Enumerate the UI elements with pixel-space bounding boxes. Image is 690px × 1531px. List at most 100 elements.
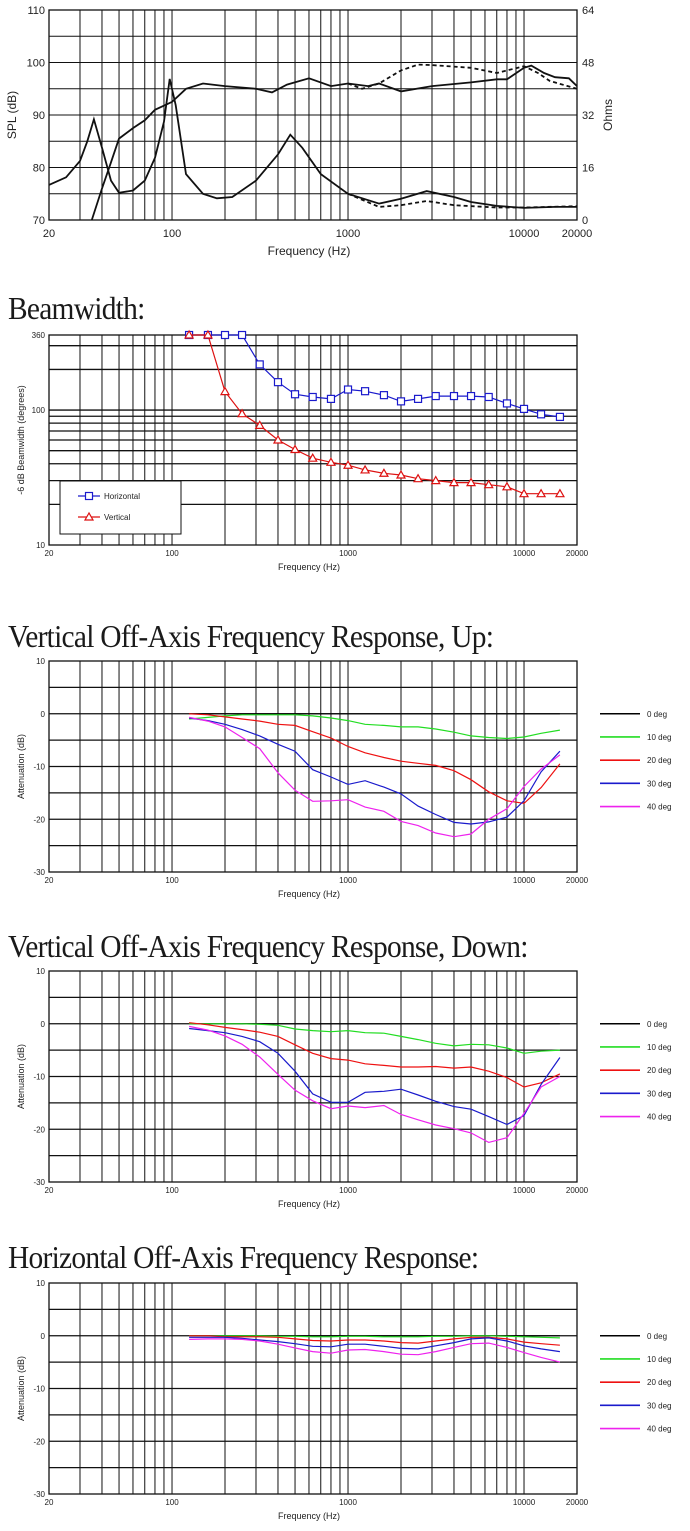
y-tick-label: 90 xyxy=(33,110,45,122)
x-axis-label: Frequency (Hz) xyxy=(278,562,340,572)
y2-tick-label: 0 xyxy=(582,215,588,227)
x-tick-label: 10000 xyxy=(513,1186,536,1195)
series-line-1 xyxy=(189,1023,560,1054)
plot-frame xyxy=(48,9,578,221)
y-tick-label: 100 xyxy=(32,406,46,415)
y-tick-label: -30 xyxy=(33,868,45,877)
marker-triangle xyxy=(554,488,565,498)
marker-square xyxy=(290,390,300,399)
y-tick-label: 0 xyxy=(41,1332,46,1341)
x-tick-label: 100 xyxy=(165,1186,179,1195)
y-tick-label: -10 xyxy=(33,1385,45,1394)
x-tick-label: 1000 xyxy=(339,549,357,558)
x-tick-label: 20000 xyxy=(562,228,593,240)
marker-triangle xyxy=(413,473,424,483)
plot-frame xyxy=(48,334,578,546)
y2-axis-label: Ohms xyxy=(601,99,615,131)
vertical-down-title: Vertical Off-Axis Frequency Response, Do… xyxy=(8,928,528,964)
marker-triangle xyxy=(430,475,441,485)
chart-3: 20 100 1000 10000 20000 -30 -20 -10 0 10 Frequency… xyxy=(16,967,671,1209)
marker-triangle xyxy=(237,408,248,418)
x-tick-label: 20000 xyxy=(566,549,589,558)
legend-label: 30 deg xyxy=(647,1089,671,1098)
marker-square xyxy=(466,391,476,401)
x-tick-label: 100 xyxy=(163,228,181,240)
marker-square xyxy=(255,360,264,369)
y-tick-label: 0 xyxy=(41,1020,46,1029)
legend-label: 10 deg xyxy=(647,733,671,742)
legend-label: 40 deg xyxy=(647,1425,671,1434)
y2-tick-label: 16 xyxy=(582,163,594,175)
marker-square xyxy=(413,394,423,403)
series-line-1 xyxy=(189,714,561,740)
series-line-2 xyxy=(189,1335,560,1346)
marker-triangle xyxy=(219,386,231,396)
series-line-3 xyxy=(189,717,561,825)
y-tick-label: -20 xyxy=(33,815,45,824)
y-tick-label: 110 xyxy=(27,5,45,17)
marker-triangle xyxy=(307,452,318,462)
plot-frame xyxy=(48,1282,578,1495)
y-tick-label: 10 xyxy=(36,541,45,550)
marker-triangle xyxy=(184,329,195,339)
marker-triangle xyxy=(536,488,547,498)
series-line-1 xyxy=(347,63,578,90)
marker-triangle xyxy=(342,460,354,469)
marker-square xyxy=(308,392,317,402)
x-tick-label: 20 xyxy=(45,876,54,885)
y2-tick-label: 48 xyxy=(582,58,594,70)
x-tick-label: 10000 xyxy=(513,549,536,558)
y-tick-label: -10 xyxy=(33,1073,45,1082)
chart-0: 20 100 1000 10000 20000 70 80 90 100 110 0 16 32 48 64… xyxy=(5,5,615,258)
y-axis-label: Attenuation (dB) xyxy=(16,1044,26,1109)
y-tick-label: -20 xyxy=(33,1437,45,1446)
y-axis-label: Attenuation (dB) xyxy=(16,1356,26,1421)
x-tick-label: 1000 xyxy=(339,1498,357,1507)
x-tick-label: 100 xyxy=(165,876,179,885)
plot-frame xyxy=(48,970,578,1183)
marker-triangle xyxy=(254,420,265,429)
marker-square xyxy=(237,330,247,340)
marker-triangle xyxy=(448,477,460,487)
x-tick-label: 20 xyxy=(43,228,55,240)
marker-triangle xyxy=(272,434,284,444)
x-tick-label: 20 xyxy=(45,1186,54,1195)
beamwidth-title: Beamwidth: xyxy=(8,290,145,326)
marker-square xyxy=(502,399,512,408)
y2-tick-label: 64 xyxy=(582,5,594,17)
marker-triangle xyxy=(378,468,389,477)
x-tick-label: 1000 xyxy=(339,876,357,885)
chart-1: 20 100 1000 10000 20000 10 100 360 Frequency (Hz… xyxy=(16,329,589,572)
legend-label: 40 deg xyxy=(647,803,671,812)
y-tick-label: 10 xyxy=(36,657,45,666)
marker-square xyxy=(555,412,565,421)
y2-tick-label: 32 xyxy=(582,110,594,122)
legend-label: Vertical xyxy=(104,513,130,522)
y-tick-label: 360 xyxy=(32,331,46,340)
y-tick-label: -30 xyxy=(33,1178,45,1187)
legend-label: 0 deg xyxy=(647,710,667,719)
x-axis-label: Frequency (Hz) xyxy=(278,889,340,899)
x-tick-label: 10000 xyxy=(513,1498,536,1507)
x-tick-label: 10000 xyxy=(513,876,536,885)
legend-label: Horizontal xyxy=(104,492,140,501)
x-tick-label: 100 xyxy=(165,549,179,558)
y-tick-label: 70 xyxy=(33,215,45,227)
y-axis-label: -6 dB Beamwidth (degrees) xyxy=(16,385,26,495)
y-axis-label: SPL (dB) xyxy=(5,91,19,139)
x-tick-label: 20000 xyxy=(566,1186,589,1195)
marker-square xyxy=(396,397,406,406)
x-tick-label: 100 xyxy=(165,1498,179,1507)
chart-4: 20 100 1000 10000 20000 -30 -20 -10 0 10 Frequency… xyxy=(16,1279,671,1521)
legend-label: 20 deg xyxy=(647,1066,671,1075)
marker-square xyxy=(449,391,459,401)
series-line-0 xyxy=(189,334,560,418)
legend-label: 30 deg xyxy=(647,779,671,788)
marker-triangle xyxy=(360,464,371,474)
series-line-2 xyxy=(48,78,577,209)
marker-square xyxy=(431,391,440,401)
y-tick-label: 80 xyxy=(33,163,45,175)
marker-square xyxy=(360,387,370,396)
